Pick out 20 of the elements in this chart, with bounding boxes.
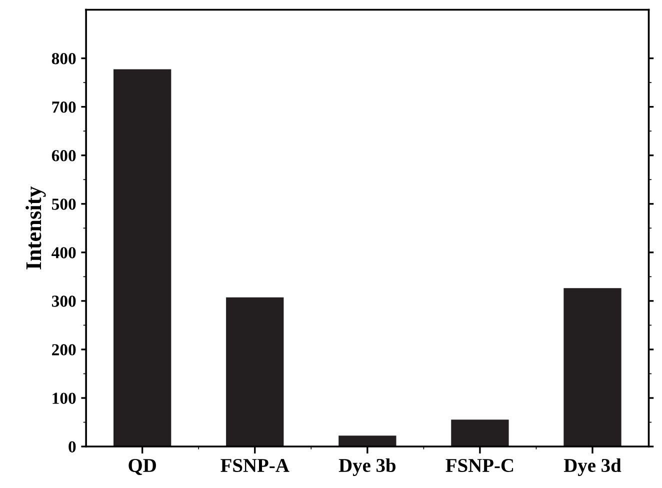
bar [338, 436, 396, 447]
y-tick-label: 200 [52, 344, 76, 356]
y-tick-label: 100 [52, 392, 76, 404]
bar [451, 420, 509, 447]
y-tick-label: 500 [52, 198, 76, 210]
y-tick-label: 700 [52, 102, 76, 113]
x-tick-label: FSNP-A [220, 458, 290, 472]
y-tick-label: 300 [52, 296, 76, 307]
y-tick-label: 800 [52, 52, 76, 64]
bar [114, 69, 172, 447]
x-tick-label: FSNP-C [446, 458, 514, 472]
bar [564, 288, 622, 447]
bar [226, 297, 284, 447]
y-tick-label: 0 [68, 441, 76, 452]
x-tick-label: Dye 3d [564, 458, 622, 476]
x-tick-label: QD [128, 458, 156, 475]
y-tick-label: 400 [52, 247, 76, 258]
y-axis-title: Intensity [26, 186, 46, 270]
x-tick-label: Dye 3b [338, 458, 396, 476]
y-tick-label: 600 [52, 150, 76, 162]
